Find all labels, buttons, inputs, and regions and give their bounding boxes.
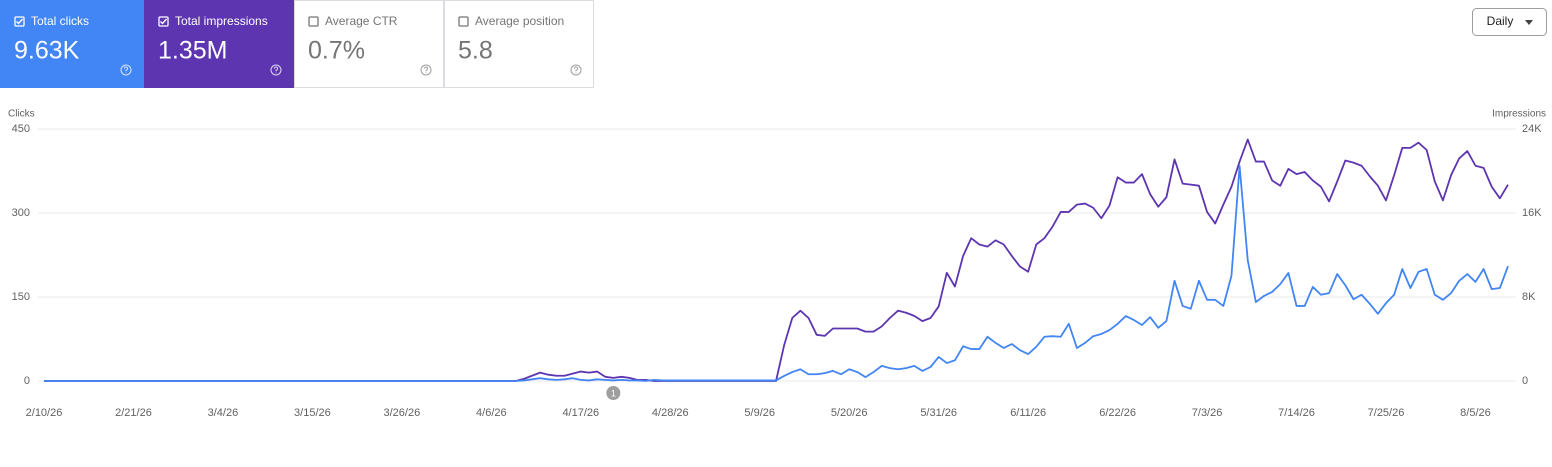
help-glyph <box>423 66 429 74</box>
checkbox[interactable] <box>308 16 319 27</box>
help-icon[interactable] <box>120 64 132 76</box>
annotation[interactable]: 1 <box>606 386 621 400</box>
y-tick-label: 450 <box>12 123 30 135</box>
annotation-marker[interactable] <box>606 386 621 400</box>
checkmark <box>16 18 24 25</box>
card-background[interactable] <box>294 0 444 88</box>
help-glyph <box>273 66 279 74</box>
x-tick-label: 6/22/26 <box>1099 407 1136 419</box>
x-tick-label: 7/25/26 <box>1368 407 1405 419</box>
x-tick-label: 5/20/26 <box>831 407 868 419</box>
card-value: 0.7% <box>308 37 365 65</box>
x-tick-label: 3/26/26 <box>384 407 421 419</box>
x-tick-label: 5/9/26 <box>744 407 775 419</box>
y-tick-label: 150 <box>12 291 30 303</box>
x-tick-label: 3/4/26 <box>208 407 239 419</box>
card-background[interactable] <box>444 0 594 88</box>
x-tick-label: 4/17/26 <box>562 407 599 419</box>
card-label: Average CTR <box>325 14 398 28</box>
y-tick-label: 300 <box>12 207 30 219</box>
series-line <box>44 138 1509 382</box>
checkbox[interactable] <box>158 16 169 27</box>
help-glyph <box>123 66 129 74</box>
card-label: Total impressions <box>175 14 268 28</box>
x-tick-label: 7/14/26 <box>1278 407 1315 419</box>
help-icon[interactable] <box>570 64 582 76</box>
help-icon[interactable] <box>420 64 432 76</box>
dropdown-arrow <box>1525 20 1533 25</box>
dropdown-box[interactable] <box>1472 8 1547 36</box>
y2-tick-label: 16K <box>1522 207 1542 219</box>
card-label: Total clicks <box>31 14 89 28</box>
card-background[interactable] <box>0 0 144 88</box>
checkmark <box>160 18 168 25</box>
y2-tick-label: 0 <box>1522 375 1528 387</box>
x-tick-label: 5/31/26 <box>920 407 957 419</box>
x-tick-label: 6/11/26 <box>1010 407 1046 419</box>
y-axis-label: Clicks <box>8 109 35 120</box>
annotation-label: 1 <box>611 388 616 398</box>
dropdown-label[interactable]: Daily <box>1487 14 1514 28</box>
x-tick-label: 2/10/26 <box>26 407 63 419</box>
checkbox[interactable] <box>458 16 469 27</box>
x-tick-label: 2/21/26 <box>115 407 152 419</box>
metric-card[interactable]: Total clicks 9.63K <box>0 0 144 88</box>
x-tick-label: 8/5/26 <box>1460 407 1491 419</box>
y2-axis-label: Impressions <box>1492 109 1546 120</box>
x-tick-label: 4/28/26 <box>652 407 689 419</box>
series-line <box>44 165 1509 382</box>
card-background[interactable] <box>144 0 294 88</box>
x-tick-label: 3/15/26 <box>294 407 331 419</box>
metric-card[interactable]: Total impressions 1.35M <box>144 0 294 88</box>
y-tick-label: 0 <box>24 375 30 387</box>
metric-card[interactable]: Average CTR 0.7% <box>294 0 444 88</box>
x-tick-label: 4/6/26 <box>476 407 507 419</box>
y2-tick-label: 8K <box>1522 291 1536 303</box>
card-value: 1.35M <box>158 37 227 65</box>
card-value: 5.8 <box>458 37 493 65</box>
card-value: 9.63K <box>14 37 80 65</box>
metric-card[interactable]: Average position 5.8 <box>444 0 594 88</box>
checkbox[interactable] <box>14 16 25 27</box>
help-glyph <box>573 66 579 74</box>
card-label: Average position <box>475 14 564 28</box>
y2-tick-label: 24K <box>1522 123 1542 135</box>
dropdown[interactable]: Daily <box>1472 8 1547 36</box>
x-tick-label: 7/3/26 <box>1192 407 1223 419</box>
help-icon[interactable] <box>270 64 282 76</box>
